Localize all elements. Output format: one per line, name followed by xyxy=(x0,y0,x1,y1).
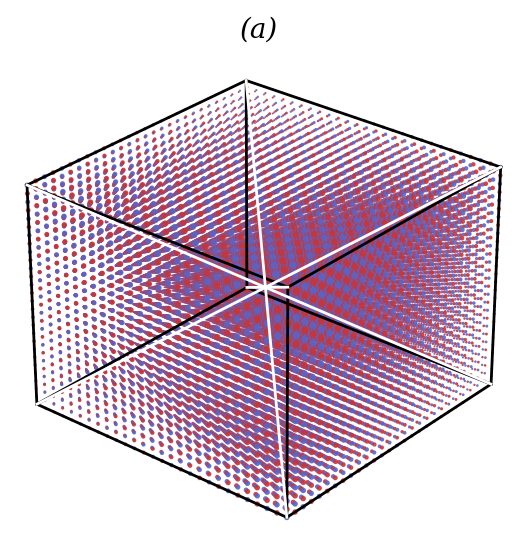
Text: (a): (a) xyxy=(239,16,278,43)
